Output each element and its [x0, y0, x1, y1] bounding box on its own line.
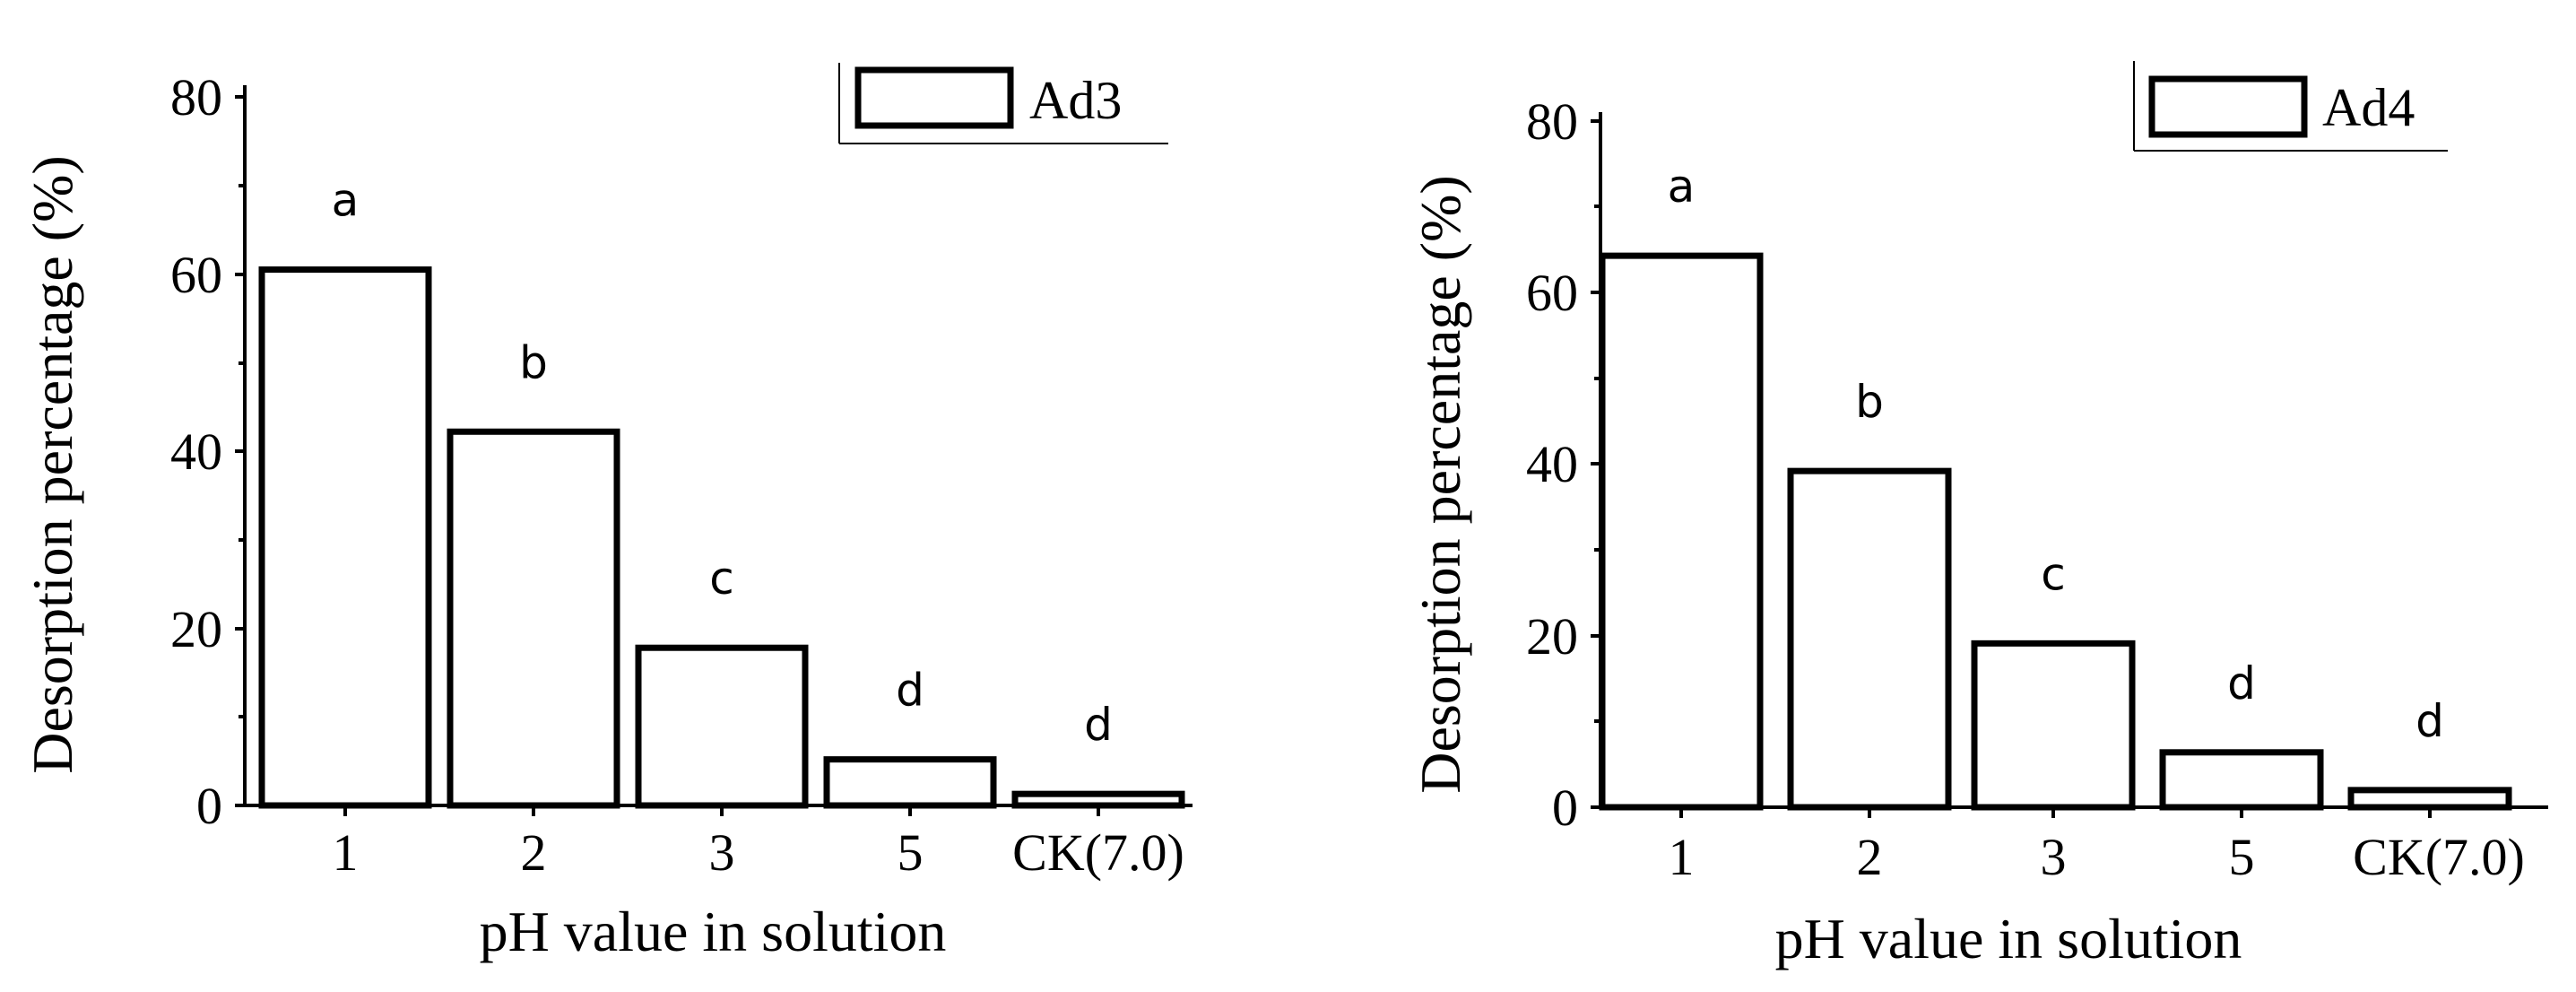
y-tick-label: 20 [1526, 607, 1578, 666]
x-tick-label: 1 [1669, 828, 1695, 886]
bar [2159, 749, 2324, 811]
x-tick-label: 2 [1857, 828, 1883, 886]
x-tick-label: CK(7.0) [1012, 823, 1184, 882]
legend-label: Ad3 [1029, 71, 1122, 130]
x-tick-label: 3 [709, 823, 735, 882]
x-tick-label: 2 [521, 823, 547, 882]
significance-label: c [2041, 548, 2066, 600]
x-axis: 1 2 3 5 CK(7.0) [245, 804, 1193, 882]
x-tick-label: 5 [898, 823, 924, 882]
significance-labels: a b c d d [332, 175, 1113, 752]
y-tick-label: 20 [170, 600, 222, 658]
significance-label: a [332, 175, 360, 227]
significance-label: b [519, 336, 548, 388]
significance-label: d [1084, 699, 1113, 751]
bar [258, 266, 432, 809]
y-axis-title: Desorption percentage (%) [1409, 175, 1472, 793]
significance-label: d [2416, 695, 2444, 747]
y-tick-label: 80 [1526, 92, 1578, 151]
bar [2347, 787, 2512, 811]
x-tick-label: 3 [2041, 828, 2067, 886]
legend-label: Ad4 [2322, 78, 2415, 137]
y-tick-label: 40 [1526, 435, 1578, 493]
x-axis-title: pH value in solution [1775, 907, 2242, 970]
y-tick-label: 0 [196, 777, 222, 835]
x-tick-label: 1 [333, 823, 359, 882]
y-tick-label: 40 [170, 422, 222, 481]
y-axis: 0 20 40 60 80 [170, 68, 247, 835]
x-axis: 1 2 3 5 CK(7.0) [1600, 805, 2548, 886]
significance-label: d [2227, 657, 2256, 709]
bar [823, 756, 997, 809]
y-tick-label: 0 [1552, 779, 1578, 837]
x-axis-title: pH value in solution [480, 900, 947, 963]
chart-ad4: Desorption percentage (%) Ad4 0 20 40 60… [1409, 61, 2548, 970]
y-axis-title: Desorption percentage (%) [21, 155, 84, 773]
bar [1787, 467, 1952, 811]
legend: Ad3 [838, 63, 1168, 144]
bars [1599, 252, 2512, 811]
x-tick-label: 5 [2229, 828, 2255, 886]
y-tick-label: 80 [170, 68, 222, 126]
significance-label: d [896, 665, 924, 717]
y-tick-label: 60 [1526, 264, 1578, 322]
bar [1011, 790, 1185, 809]
chart-ad3: Desorption percentage (%) Ad3 0 20 40 60… [21, 63, 1193, 963]
significance-labels: a b c d d [1668, 161, 2444, 747]
legend: Ad4 [2133, 61, 2448, 152]
significance-label: c [709, 553, 734, 605]
x-tick-label: CK(7.0) [2353, 828, 2525, 886]
significance-label: b [1855, 376, 1884, 428]
bars [258, 266, 1185, 809]
legend-swatch [2148, 75, 2308, 138]
legend-swatch [854, 66, 1014, 129]
significance-label: a [1668, 161, 1696, 213]
y-axis: 0 20 40 60 80 [1526, 92, 1602, 837]
y-tick-label: 60 [170, 246, 222, 304]
bar [1599, 252, 1764, 811]
bar [635, 644, 809, 809]
bar [1971, 640, 2136, 811]
bar [447, 428, 620, 809]
